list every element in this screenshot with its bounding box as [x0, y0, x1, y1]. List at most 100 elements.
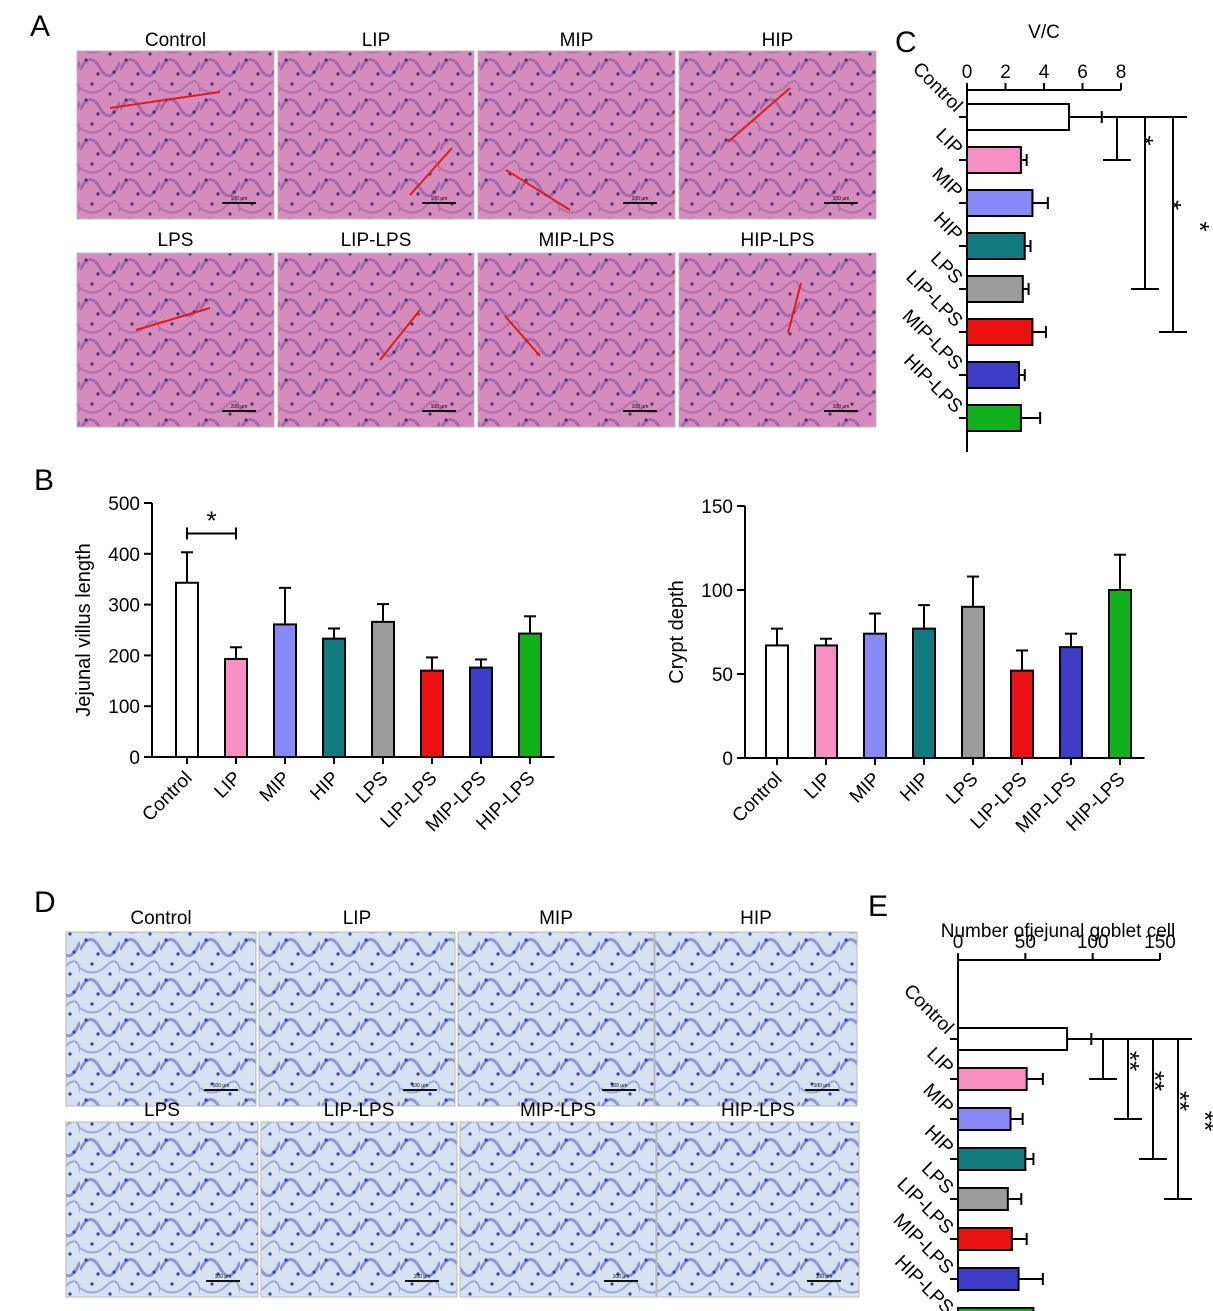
micrograph-image — [65, 1121, 259, 1298]
bar-lip — [966, 146, 1022, 174]
scale-bar-label: 200 μm — [231, 404, 248, 410]
micrograph-lip: LIP 100 μm — [277, 30, 475, 220]
villus-length-marker — [727, 87, 791, 143]
significance-star: * — [1185, 221, 1213, 231]
y-tick-label: 0 — [129, 748, 140, 769]
villus-length-marker — [787, 282, 802, 334]
y-tick-label: 150 — [701, 497, 733, 518]
villus-length-marker — [379, 309, 421, 361]
x-tick-label: Control — [138, 768, 196, 826]
y-tick-label: 50 — [712, 665, 733, 686]
micrograph-label: LIP-LPS — [324, 1100, 395, 1121]
micrograph-lps: LPS 100 μm — [65, 1100, 259, 1298]
bar-lip-lps — [420, 669, 444, 759]
micrograph-image — [258, 931, 456, 1107]
scale-bar-label: 100 μm — [431, 404, 448, 410]
y-tick-label: LIP — [922, 1044, 957, 1079]
x-tick-label: MIP — [846, 769, 885, 808]
micrograph-image — [260, 1121, 458, 1298]
bar-lps — [371, 620, 395, 759]
bar-mip-lps — [469, 666, 493, 758]
micrograph-image — [65, 931, 257, 1107]
x-tick-label: HIP — [896, 769, 933, 806]
micrograph-label: LIP — [343, 908, 372, 929]
bar-lps — [961, 605, 985, 759]
scale-bar-label: 100 μm — [632, 404, 649, 410]
x-tick-label: 4 — [1039, 62, 1050, 83]
bar-hip-lps — [966, 404, 1022, 432]
bar-lip-lps — [957, 1227, 1013, 1251]
scale-bar-label: 100 μm — [814, 1083, 831, 1089]
micrograph-label: HIP-LPS — [721, 1100, 795, 1121]
micrograph-label: Control — [130, 908, 191, 929]
y-tick-label: 300 — [108, 596, 140, 617]
scale-bar-label: 100 μm — [816, 1274, 833, 1280]
scale-bar-label: 100 μm — [213, 1083, 230, 1089]
panel-letter-b: B — [34, 464, 54, 497]
x-tick-label: HIP — [306, 768, 343, 805]
villus-length-marker — [505, 169, 571, 211]
bar-control — [175, 581, 199, 758]
bar-mip — [863, 632, 887, 759]
significance-star: ** — [1190, 1111, 1213, 1131]
bar-mip-lps — [957, 1267, 1020, 1291]
bar-mip — [957, 1107, 1012, 1131]
bar-lip — [957, 1067, 1028, 1091]
scale-bar-label: 100 μm — [414, 1274, 431, 1280]
x-tick-label: 8 — [1116, 62, 1127, 83]
micrograph-image — [477, 50, 676, 220]
micrograph-mip: MIP 100 μm — [477, 30, 676, 220]
panel-letter-d: D — [34, 886, 56, 919]
micrograph-hip: HIP 100 μm — [678, 30, 877, 220]
micrograph-label: LPS — [158, 230, 194, 251]
micrograph-mip-lps: MIP-LPS 100 μm — [477, 230, 676, 428]
micrograph-label: LIP — [362, 30, 391, 51]
micrograph-lps: LPS 200 μm — [76, 230, 275, 428]
y-tick-label: Control — [899, 980, 957, 1038]
villus-length-marker — [109, 91, 221, 109]
scale-bar-label: 100 μm — [412, 1083, 429, 1089]
micrograph-hip: HIP 100 μm — [654, 908, 858, 1107]
bar-hip — [322, 637, 346, 758]
micrograph-lip-lps: LIP-LPS 100 μm — [277, 230, 475, 428]
micrograph-label: LPS — [144, 1100, 180, 1121]
x-tick-label: 2 — [1000, 62, 1011, 83]
bar-lps — [957, 1187, 1009, 1211]
bar-hip — [966, 232, 1026, 260]
micrograph-hip-lps: HIP-LPS 100 μm — [656, 1100, 860, 1298]
x-tick-label: 150 — [1144, 932, 1176, 953]
x-tick-label: LPS — [352, 768, 392, 808]
micrograph-lip: LIP 100 μm — [258, 908, 456, 1107]
y-tick-label: HIP — [920, 1121, 957, 1158]
micrograph-image — [678, 50, 877, 220]
micrograph-image — [457, 931, 655, 1107]
micrograph-control: Control 100 μm — [65, 908, 257, 1107]
y-tick-label: 100 — [108, 697, 140, 718]
micrograph-image — [477, 252, 676, 428]
y-tick-label: MIP — [919, 1080, 958, 1119]
micrograph-image — [76, 50, 275, 220]
bar-mip — [966, 189, 1034, 217]
villus-length-marker — [135, 307, 211, 331]
micrograph-hip-lps: HIP-LPS 100 μm — [678, 230, 877, 428]
scale-bar-label: 100 μm — [611, 1083, 628, 1089]
bar-lip-lps — [1010, 669, 1034, 760]
bar-hip-lps — [518, 632, 542, 759]
x-tick-label: 0 — [953, 932, 964, 953]
micrograph-label: MIP-LPS — [520, 1100, 596, 1121]
scale-bar-label: 100 μm — [833, 404, 850, 410]
micrograph-image — [76, 252, 275, 428]
scale-bar-label: 100 μm — [632, 196, 649, 202]
bar-hip-lps — [957, 1307, 1035, 1311]
micrograph-image — [654, 931, 858, 1107]
micrograph-image — [277, 50, 475, 220]
y-tick-label: 500 — [108, 494, 140, 515]
x-tick-label: LIP — [801, 769, 836, 804]
chart-title: Number ofjejunal goblet cell — [941, 921, 1175, 942]
micrograph-image — [459, 1121, 657, 1298]
panel-a-he-micrographs: Control 100 μm LIP 100 μm MIP 100 μm HIP 100 μm… — [76, 30, 877, 428]
scale-bar-label: 100 μm — [431, 196, 448, 202]
